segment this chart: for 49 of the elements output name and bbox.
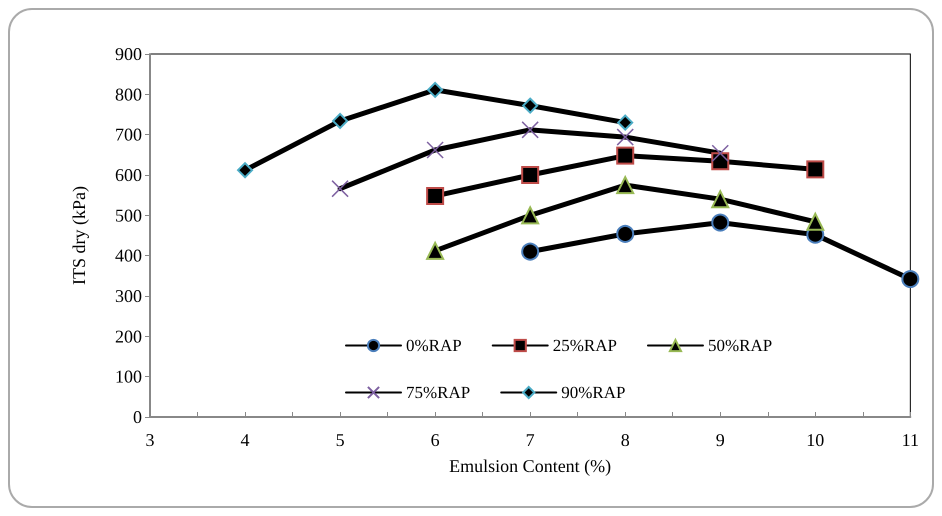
y-tick-label: 500 bbox=[115, 205, 142, 226]
y-tick-label: 900 bbox=[115, 44, 142, 64]
point bbox=[521, 166, 540, 184]
point bbox=[426, 242, 444, 260]
point bbox=[237, 162, 254, 178]
x-tick-label: 7 bbox=[526, 430, 535, 450]
point bbox=[427, 82, 444, 98]
point bbox=[711, 190, 730, 208]
point bbox=[712, 144, 729, 162]
point bbox=[426, 141, 444, 159]
point bbox=[426, 186, 444, 205]
x-tick-label: 8 bbox=[620, 430, 630, 450]
legend-label: 75%RAP bbox=[406, 383, 470, 402]
x-tick-label: 10 bbox=[806, 430, 824, 450]
point bbox=[332, 112, 348, 129]
x-tick-label: 11 bbox=[902, 430, 920, 450]
point bbox=[616, 176, 634, 194]
y-tick-label: 200 bbox=[115, 326, 142, 346]
point bbox=[616, 146, 634, 165]
y-tick-label: 300 bbox=[115, 286, 142, 306]
point bbox=[616, 128, 634, 146]
y-tick-label: 400 bbox=[115, 246, 142, 266]
point bbox=[521, 206, 540, 224]
x-tick-label: 6 bbox=[430, 430, 440, 450]
y-tick-label: 100 bbox=[115, 366, 142, 387]
point bbox=[711, 214, 730, 232]
point bbox=[521, 242, 540, 261]
x-tick-label: 9 bbox=[716, 430, 725, 450]
point bbox=[616, 224, 634, 243]
legend-label: 50%RAP bbox=[708, 336, 772, 355]
point bbox=[806, 160, 824, 178]
legend-label: 90%RAP bbox=[561, 383, 626, 402]
point bbox=[331, 180, 349, 198]
x-tick-label: 3 bbox=[146, 430, 154, 450]
x-axis-title: Emulsion Content (%) bbox=[449, 456, 612, 476]
y-tick-label: 600 bbox=[115, 165, 142, 185]
x-tick-label: 4 bbox=[240, 430, 250, 450]
point bbox=[901, 270, 920, 288]
point bbox=[521, 121, 539, 139]
x-tick-label: 5 bbox=[336, 430, 345, 450]
y-axis-title: ITS dry (kPa) bbox=[69, 186, 89, 285]
point bbox=[617, 114, 634, 131]
y-tick-label: 800 bbox=[115, 84, 142, 104]
point bbox=[806, 212, 824, 231]
legend-label: 0%RAP bbox=[406, 336, 462, 355]
y-tick-label: 700 bbox=[115, 124, 142, 145]
legend-label: 25%RAP bbox=[552, 336, 617, 355]
y-tick-label: 0 bbox=[133, 407, 142, 427]
point bbox=[522, 98, 538, 114]
